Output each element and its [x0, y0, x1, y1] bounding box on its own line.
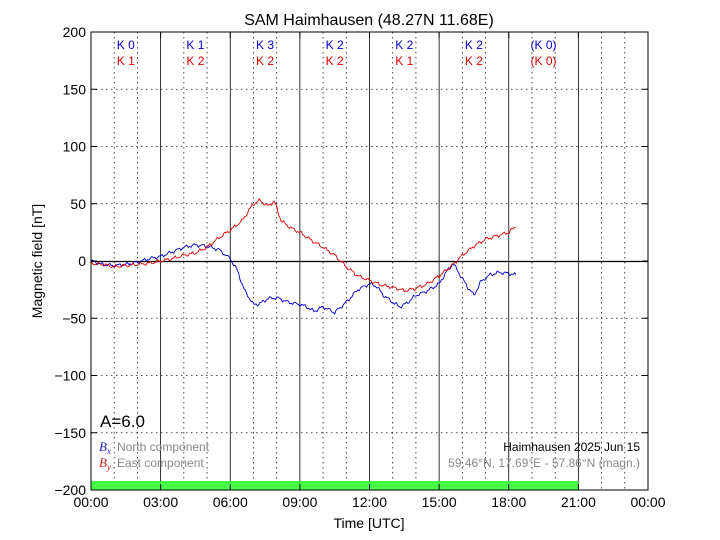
x-tick-label: 00:00	[630, 494, 665, 510]
coords-annotation: 59.46°N, 17.69°E - 57.86°N (magn.)	[448, 456, 640, 470]
y-tick-label: 0	[78, 253, 86, 269]
series-line-bx	[90, 243, 517, 315]
grid	[91, 32, 648, 490]
k-index-y-label: K 1	[395, 54, 413, 68]
legend-by-text: East component	[117, 456, 204, 470]
x-tick-label: 21:00	[561, 494, 596, 510]
k-index-x-label: K 1	[186, 38, 204, 52]
legend-bx-symbol: Bx	[99, 439, 111, 456]
station-date-annotation: Haimhausen 2025 Jun 15	[503, 440, 640, 454]
y-tick-labels: 200 150 100 50 0 −50 −100 −150 −200	[54, 24, 86, 498]
k-index-x-label: K 0	[117, 38, 135, 52]
legend: Bx North component By East component	[99, 439, 210, 472]
y-tick-label: −200	[54, 482, 86, 498]
chart-title: SAM Haimhausen (48.27N 11.68E)	[244, 12, 494, 29]
y-tick-label: 150	[63, 81, 87, 97]
x-tick-label: 03:00	[143, 494, 178, 510]
x-tick-label: 15:00	[422, 494, 457, 510]
k-index-x-label: K 2	[465, 38, 483, 52]
x-tick-label: 06:00	[213, 494, 248, 510]
x-tick-labels: 00:00 03:00 06:00 09:00 12:00 15:00 18:00 21:00…	[73, 494, 665, 510]
k-index-y-label: K 1	[117, 54, 135, 68]
x-tick-label: 12:00	[352, 494, 387, 510]
y-axis-label: Magnetic field [nT]	[29, 204, 45, 318]
x-tick-label: 00:00	[73, 494, 108, 510]
x-tick-label: 18:00	[491, 494, 526, 510]
legend-by-symbol: By	[99, 455, 111, 472]
a-index-annotation: A=6.0	[100, 412, 145, 431]
y-tick-label: −100	[54, 368, 86, 384]
x-axis-label: Time [UTC]	[333, 515, 404, 531]
y-tick-label: −50	[62, 310, 86, 326]
series-group	[90, 198, 517, 315]
k-index-x-label: K 2	[326, 38, 344, 52]
data-coverage-bar	[91, 481, 579, 490]
axis-ticks	[90, 31, 649, 491]
k-index-y-label: K 2	[186, 54, 204, 68]
y-tick-label: −150	[54, 425, 86, 441]
legend-bx-text: North component	[117, 440, 210, 454]
y-tick-label: 100	[63, 139, 87, 155]
k-index-y-label: (K 0)	[531, 54, 557, 68]
k-index-x-label: K 2	[395, 38, 413, 52]
y-tick-label: 50	[70, 196, 86, 212]
k-index-x-label: K 3	[256, 38, 274, 52]
x-tick-label: 09:00	[282, 494, 317, 510]
k-index-y-label: K 2	[465, 54, 483, 68]
legend-entry-by: By East component	[99, 455, 204, 472]
k-index-labels: K 0 K 1 K 3 K 2 K 2 K 2 (K 0) K 1 K 2 K 2 K 2 K 1 K …	[117, 38, 557, 68]
k-index-y-label: K 2	[326, 54, 344, 68]
y-tick-label: 200	[63, 24, 87, 40]
legend-entry-bx: Bx North component	[99, 439, 210, 456]
series-line-by	[90, 198, 517, 293]
k-index-y-label: K 2	[256, 54, 274, 68]
k-index-x-label: (K 0)	[531, 38, 557, 52]
